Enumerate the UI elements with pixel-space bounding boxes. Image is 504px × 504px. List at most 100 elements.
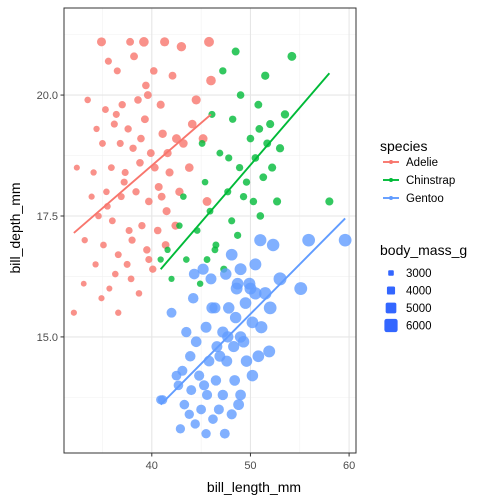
data-point-chinstrap xyxy=(225,154,233,162)
data-point-gentoo xyxy=(209,302,221,314)
data-point-adelie xyxy=(130,52,138,61)
data-point-chinstrap xyxy=(261,71,270,80)
data-point-chinstrap xyxy=(287,51,297,61)
data-point-adelie xyxy=(149,67,158,75)
data-point-adelie xyxy=(93,125,100,133)
data-point-chinstrap xyxy=(234,231,242,239)
data-point-adelie xyxy=(103,188,110,196)
data-point-gentoo xyxy=(249,258,262,271)
data-point-adelie xyxy=(139,37,149,47)
data-point-chinstrap xyxy=(183,256,190,263)
data-point-chinstrap xyxy=(228,217,236,225)
data-point-adelie xyxy=(115,309,122,316)
data-point-adelie xyxy=(172,134,181,144)
x-tick-label: 60 xyxy=(343,460,355,472)
data-point-adelie xyxy=(149,265,157,273)
data-point-gentoo xyxy=(229,311,242,324)
data-point-gentoo xyxy=(254,234,267,247)
data-point-chinstrap xyxy=(280,110,290,119)
data-point-adelie xyxy=(135,290,143,297)
data-point-chinstrap xyxy=(254,100,263,109)
y-tick-label: 17.5 xyxy=(37,211,58,223)
plot-panel-border xyxy=(63,7,357,454)
trend-line-chinstrap xyxy=(159,72,331,270)
scatter-points xyxy=(70,36,352,439)
y-tick-label: 20.0 xyxy=(37,90,58,102)
data-point-gentoo xyxy=(235,389,246,401)
legend-label-size-4000: 4000 xyxy=(406,286,432,298)
legend-label-chinstrap: Chinstrap xyxy=(406,175,455,187)
data-point-adelie xyxy=(88,193,95,200)
data-point-adelie xyxy=(70,309,77,316)
data-point-chinstrap xyxy=(275,144,285,153)
data-point-adelie xyxy=(106,285,113,292)
data-point-adelie xyxy=(160,37,170,47)
data-point-gentoo xyxy=(233,399,245,411)
data-point-adelie xyxy=(116,139,124,147)
data-point-chinstrap xyxy=(231,47,240,56)
data-point-chinstrap xyxy=(266,120,275,129)
legend-label-size-5000: 5000 xyxy=(406,303,432,315)
legend-label-size-3000: 3000 xyxy=(406,268,432,280)
data-point-chinstrap xyxy=(168,275,175,282)
data-point-adelie xyxy=(204,36,214,47)
data-point-adelie xyxy=(125,226,133,235)
data-point-gentoo xyxy=(294,282,308,295)
data-point-gentoo xyxy=(266,238,280,252)
data-point-adelie xyxy=(129,144,137,152)
data-point-gentoo xyxy=(188,268,200,280)
legend-key-dot-chinstrap xyxy=(389,178,393,182)
data-point-chinstrap xyxy=(219,67,227,75)
data-point-adelie xyxy=(104,57,112,65)
species-legend-title: species xyxy=(380,138,427,154)
plot-grid xyxy=(64,8,356,453)
legend-key-dot-adelie xyxy=(389,160,393,164)
species-legend: species Adelie Chinstrap Gentoo xyxy=(380,138,455,205)
data-point-gentoo xyxy=(229,375,241,386)
legend-key-size-6000 xyxy=(384,318,398,333)
data-point-chinstrap xyxy=(216,149,224,157)
data-point-adelie xyxy=(187,119,197,129)
x-axis: 40 50 60 xyxy=(146,453,355,472)
data-point-adelie xyxy=(90,169,97,176)
legend-key-size-3000 xyxy=(388,270,394,276)
data-point-adelie xyxy=(142,81,150,90)
data-point-chinstrap xyxy=(164,246,171,254)
data-point-adelie xyxy=(100,241,107,249)
plot-panel xyxy=(64,8,356,453)
data-point-adelie xyxy=(107,164,115,172)
data-point-gentoo xyxy=(223,302,235,314)
x-tick-label: 50 xyxy=(244,460,256,472)
data-point-gentoo xyxy=(246,316,259,329)
data-point-chinstrap xyxy=(256,212,265,220)
data-point-adelie xyxy=(114,251,122,259)
data-point-chinstrap xyxy=(249,197,258,206)
data-point-adelie xyxy=(153,226,162,235)
data-point-gentoo xyxy=(228,340,240,353)
data-point-adelie xyxy=(117,193,125,201)
data-point-adelie xyxy=(156,100,165,109)
data-point-gentoo xyxy=(217,389,229,401)
data-point-gentoo xyxy=(214,350,226,362)
data-point-gentoo xyxy=(205,273,217,285)
data-point-adelie xyxy=(92,261,99,268)
data-point-adelie xyxy=(84,96,91,104)
legend-label-gentoo: Gentoo xyxy=(406,193,444,205)
data-point-adelie xyxy=(202,197,212,206)
data-point-adelie xyxy=(127,275,135,283)
data-point-gentoo xyxy=(219,428,230,439)
data-point-chinstrap xyxy=(325,197,334,206)
data-point-adelie xyxy=(206,75,216,86)
data-point-adelie xyxy=(146,149,155,158)
trend-lines xyxy=(73,72,346,406)
data-point-adelie xyxy=(143,246,151,254)
data-point-adelie xyxy=(108,217,116,225)
data-point-gentoo xyxy=(166,307,177,318)
data-point-gentoo xyxy=(230,282,243,295)
data-point-chinstrap xyxy=(246,134,255,143)
data-point-adelie xyxy=(158,129,167,138)
data-point-chinstrap xyxy=(157,256,164,263)
data-point-chinstrap xyxy=(203,256,211,263)
data-point-gentoo xyxy=(194,370,205,381)
data-point-adelie xyxy=(110,120,118,128)
